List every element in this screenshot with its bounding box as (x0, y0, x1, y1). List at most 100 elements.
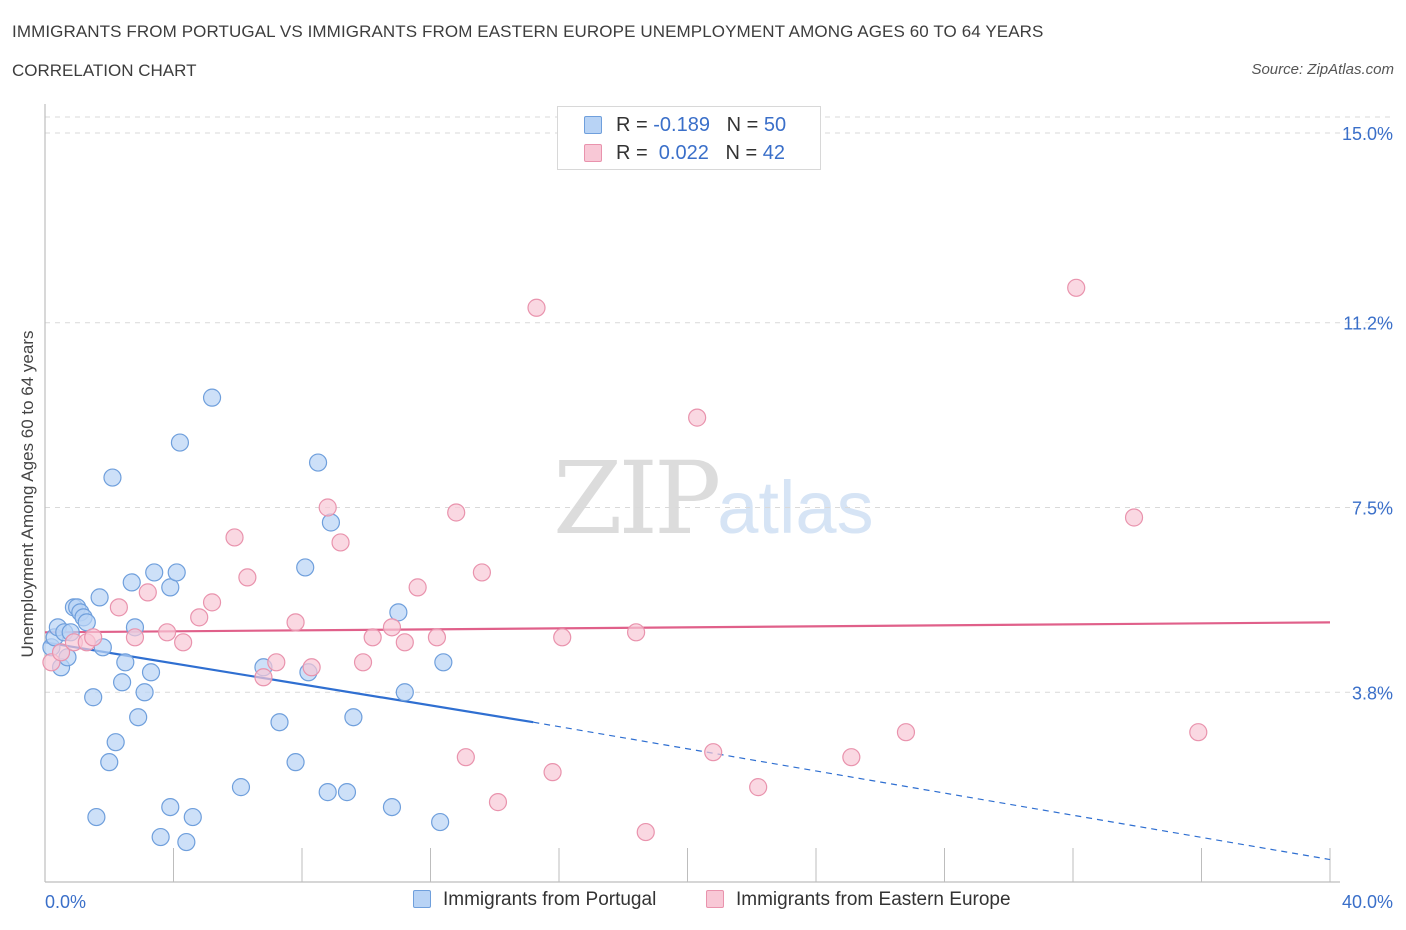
point-eastern-europe (267, 653, 286, 672)
y-tick-label: 15.0% (1342, 124, 1393, 144)
legend-n-value: 42 (762, 142, 786, 164)
point-portugal (321, 513, 341, 532)
point-eastern-europe (238, 568, 257, 587)
point-eastern-europe (408, 578, 427, 597)
legend-r-value: 0.022 (653, 142, 709, 164)
y-tick-label: 11.2% (1343, 314, 1393, 334)
bottom-legend-portugal: Immigrants from Portugal (413, 889, 656, 911)
bottom-legend-swatch-portugal (413, 890, 431, 908)
point-eastern-europe (202, 593, 222, 612)
legend-swatch-eastern-europe (584, 144, 602, 162)
point-portugal (106, 733, 125, 752)
point-eastern-europe (190, 608, 209, 627)
correlation-legend: R = -0.189 N = 50 R = 0.022 N = 42 (557, 106, 821, 170)
legend-r-label: R = (616, 142, 654, 164)
point-portugal (382, 797, 402, 817)
tick-labels: 3.8% 7.5% 11.2% 15.0% 0.0% 40.0% Unemployment … (18, 124, 1393, 912)
point-eastern-europe (543, 763, 562, 782)
point-portugal (151, 827, 170, 847)
x-tick-label-min: 0.0% (45, 892, 86, 912)
point-portugal (145, 563, 164, 582)
y-tick-label: 7.5% (1352, 499, 1393, 519)
bottom-legend-eastern-europe: Immigrants from Eastern Europe (706, 889, 1011, 911)
point-eastern-europe (488, 793, 508, 812)
y-axis-label: Unemployment Among Ages 60 to 64 years (18, 331, 37, 658)
point-eastern-europe (553, 628, 572, 647)
point-portugal (344, 708, 363, 727)
point-eastern-europe (125, 628, 145, 647)
point-eastern-europe (51, 643, 71, 662)
point-eastern-europe (331, 533, 350, 552)
point-eastern-europe (157, 623, 177, 642)
point-eastern-europe (749, 778, 768, 797)
trend-lines (44, 621, 1331, 861)
legend-text-eastern-europe: R = 0.022 N = 42 (616, 142, 785, 165)
point-portugal (116, 653, 135, 672)
grid (45, 116, 1393, 693)
point-portugal (90, 588, 109, 607)
point-eastern-europe (704, 743, 723, 762)
legend-r-value: -0.189 (653, 114, 710, 136)
watermark: ZIPatlas (553, 440, 874, 557)
point-portugal (296, 558, 315, 577)
point-portugal (231, 778, 251, 797)
data-points (42, 278, 1208, 852)
point-portugal (141, 663, 161, 682)
point-portugal (202, 388, 222, 407)
chart-subtitle: CORRELATION CHART (12, 61, 197, 80)
watermark-zip: ZIP (553, 440, 721, 557)
legend-swatch-portugal (584, 116, 602, 134)
point-portugal (270, 713, 289, 732)
bottom-legend-swatch-eastern-europe (706, 890, 724, 908)
point-eastern-europe (472, 563, 491, 582)
y-tick-label: 3.8% (1352, 683, 1393, 703)
point-portugal (177, 832, 196, 852)
point-portugal (170, 433, 190, 452)
point-eastern-europe (427, 628, 447, 647)
legend-r-label: R = (616, 114, 654, 136)
point-eastern-europe (688, 408, 707, 427)
point-portugal (77, 613, 96, 632)
point-portugal (395, 683, 414, 702)
point-portugal (389, 603, 408, 622)
point-eastern-europe (286, 613, 305, 632)
point-eastern-europe (626, 623, 646, 642)
point-eastern-europe (636, 822, 655, 842)
axes (44, 104, 1340, 883)
point-eastern-europe (395, 633, 414, 652)
point-portugal (286, 753, 305, 772)
point-portugal (122, 573, 141, 592)
point-portugal (135, 683, 154, 702)
point-portugal (100, 753, 119, 772)
bottom-legend-label-portugal: Immigrants from Portugal (443, 889, 657, 910)
point-eastern-europe (382, 618, 402, 637)
x-tick-label-max: 40.0% (1342, 892, 1393, 912)
point-portugal (84, 688, 103, 707)
point-eastern-europe (138, 583, 157, 602)
point-eastern-europe (109, 598, 128, 617)
point-eastern-europe (363, 628, 382, 647)
point-portugal (161, 797, 180, 817)
point-portugal (161, 578, 180, 597)
point-eastern-europe (1124, 508, 1144, 527)
point-eastern-europe (254, 668, 273, 687)
point-portugal (183, 807, 202, 827)
point-eastern-europe (447, 503, 466, 522)
trend-line-eastern-europe (44, 621, 1331, 634)
legend-n-value: 50 (763, 114, 787, 136)
point-portugal (337, 783, 357, 802)
point-eastern-europe (318, 498, 337, 517)
point-eastern-europe (842, 748, 861, 767)
point-portugal (318, 783, 337, 802)
point-eastern-europe (456, 748, 475, 767)
bottom-legend-label-eastern-europe: Immigrants from Eastern Europe (736, 889, 1011, 910)
point-portugal (167, 563, 186, 582)
point-portugal (434, 653, 453, 672)
point-eastern-europe (225, 528, 244, 547)
legend-text-portugal: R = -0.189 N = 50 (616, 114, 786, 137)
source-credit: Source: ZipAtlas.com (1251, 61, 1394, 78)
point-eastern-europe (84, 628, 103, 647)
trend-line-portugal-extrapolated (533, 721, 1331, 861)
point-eastern-europe (353, 653, 373, 672)
